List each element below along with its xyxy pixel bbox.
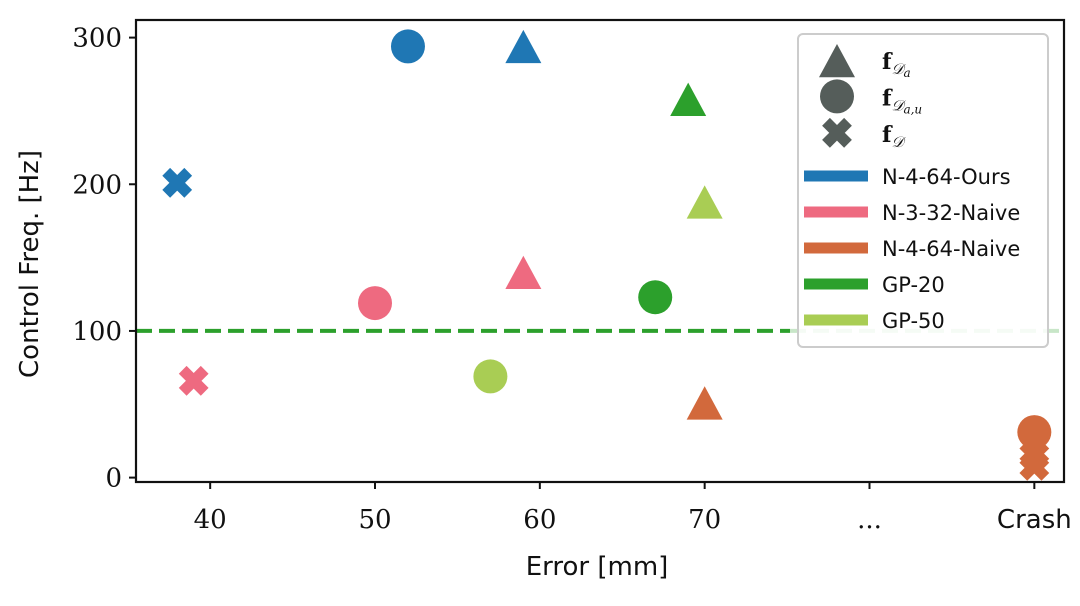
x-tick-label-0: 40: [194, 505, 227, 535]
point-N-4-64-Ours-x-2: [162, 167, 193, 198]
legend-swatch-N-4-64-Ours: [804, 170, 868, 182]
y-tick-label-2: 200: [72, 170, 122, 200]
legend-label-base: f: [882, 85, 893, 111]
legend-label-sub: 𝒟: [891, 60, 906, 78]
y-tick-label-0: 0: [105, 464, 122, 494]
x-tick-label-4: ...: [857, 505, 882, 535]
y-axis-label: Control Freq. [Hz]: [15, 150, 45, 378]
legend-series-label-GP-20: GP-20: [882, 273, 945, 297]
legend-marker-triangle: [819, 44, 855, 78]
legend-series-label-N-4-64-Ours: N-4-64-Ours: [882, 165, 1011, 189]
legend-swatch-GP-20: [804, 278, 868, 290]
legend-marker-x: [822, 117, 852, 148]
legend-label-triangle: f𝒟a: [882, 49, 911, 80]
legend-label-base: f: [882, 49, 893, 75]
legend-label-sub: 𝒟: [891, 96, 906, 114]
x-tick-label-2: 60: [523, 505, 556, 535]
legend-swatch-GP-50: [804, 314, 868, 326]
legend-label-circle: f𝒟a,u: [882, 85, 922, 116]
legend-label-base: f: [882, 122, 893, 148]
x-tick-label-5: Crash: [997, 505, 1072, 535]
point-N-3-32-Naive-x-2: [178, 365, 209, 396]
y-axis-ticks: 0 100 200 300: [72, 24, 136, 494]
x-axis-label: Error [mm]: [526, 552, 669, 582]
axes: [134, 18, 1066, 484]
x-axis-ticks: 40 50 60 70... Crash: [194, 482, 1072, 535]
y-tick-label-1: 100: [72, 317, 122, 347]
point-N-4-64-Ours-triangle-1: [505, 29, 542, 64]
point-N-4-64-Naive-triangle-0: [686, 386, 723, 420]
axes-frame: [134, 18, 1066, 484]
legend: f𝒟af𝒟a,uf𝒟N-4-64-OursN-3-32-NaiveN-4-64-…: [797, 33, 1049, 348]
legend-box: [797, 33, 1049, 348]
point-GP-50-circle-1: [473, 359, 508, 394]
legend-label-sub: 𝒟: [891, 133, 906, 151]
legend-series-label-N-4-64-Naive: N-4-64-Naive: [882, 237, 1020, 261]
point-N-4-64-Naive-x-3: [1019, 450, 1050, 481]
point-N-3-32-Naive-triangle-1: [505, 255, 542, 290]
point-GP-20-circle-1: [638, 280, 673, 315]
x-tick-label-1: 50: [358, 505, 391, 535]
point-GP-20-triangle-0: [670, 82, 707, 116]
y-tick-label-3: 300: [72, 24, 122, 54]
legend-series-label-N-3-32-Naive: N-3-32-Naive: [882, 201, 1020, 225]
legend-marker-circle: [820, 79, 854, 114]
legend-series-label-GP-50: GP-50: [882, 309, 945, 333]
point-N-3-32-Naive-circle-0: [358, 286, 393, 321]
point-GP-50-triangle-0: [686, 185, 723, 219]
point-N-4-64-Ours-circle-0: [390, 29, 425, 64]
data-points: [162, 29, 1052, 481]
point-N-4-64-Naive-circle-1: [1017, 415, 1052, 450]
legend-swatch-N-3-32-Naive: [804, 206, 868, 218]
legend-swatch-N-4-64-Naive: [804, 242, 868, 254]
x-tick-label-3: 70: [688, 505, 721, 535]
legend-label-subsub: a: [903, 66, 910, 80]
legend-label-subsub: a,u: [903, 102, 922, 116]
legend-label-x: f𝒟: [882, 122, 906, 151]
